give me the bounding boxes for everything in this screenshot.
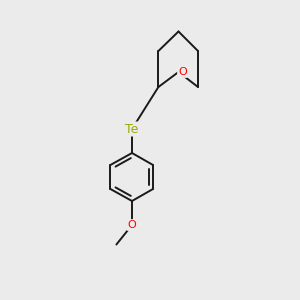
Text: O: O: [128, 220, 136, 230]
Text: O: O: [178, 67, 187, 77]
Text: Te: Te: [125, 122, 139, 136]
